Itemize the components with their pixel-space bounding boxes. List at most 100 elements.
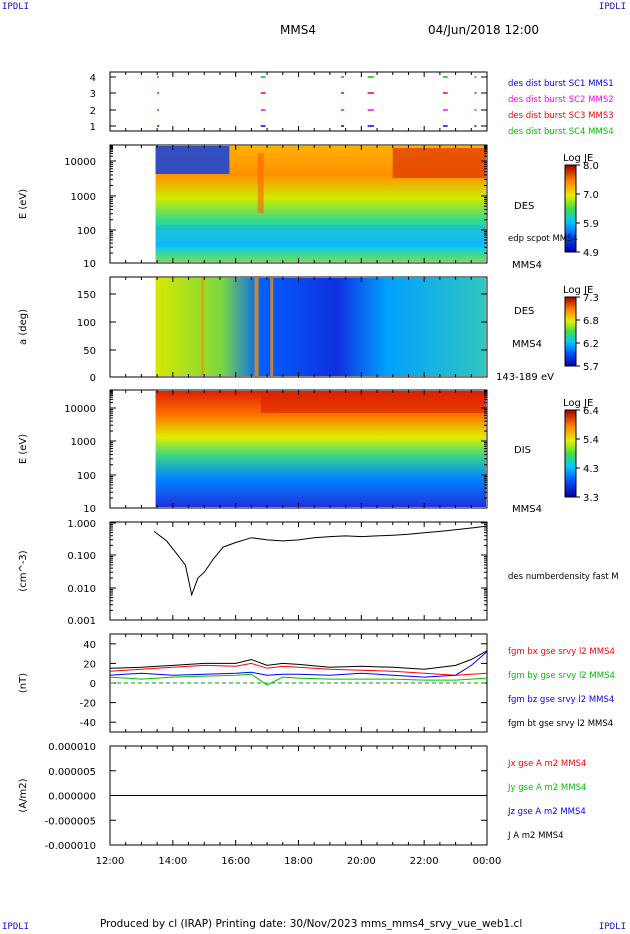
corner-label-br: IPDLI [598, 922, 626, 932]
xaxis-tick-label: 16:00 [221, 856, 250, 867]
des-pitch-ytick-label: 50 [83, 346, 96, 357]
burst-frame [109, 71, 488, 132]
fgm-ytick-label: -40 [80, 718, 96, 729]
burst-legend-4: des dist burst SC4 MMS4 [508, 127, 614, 137]
des-energy-lowflux [155, 146, 230, 174]
current-legend-1: Jx gse A m2 MMS4 [507, 759, 586, 769]
burst-ytick-label: 1 [90, 122, 96, 133]
xaxis-tick-label: 00:00 [473, 856, 502, 867]
fgm-legend-1: fgm bx gse srvy l2 MMS4 [508, 647, 615, 657]
des-pitch-ytick-label: 0 [90, 373, 96, 384]
des-energy-colorbar-title: Log JE [563, 153, 593, 164]
fgm-ytick-label: 20 [83, 659, 96, 670]
des-pitch-colorbar-label: 6.2 [583, 339, 599, 350]
dis-energy-colorbar-title: Log JE [563, 398, 593, 409]
burst-ytick-label: 4 [90, 73, 96, 84]
density-ytick-label: 0.010 [67, 584, 96, 595]
des-energy-side-2: edp scpot MMS4 [508, 234, 578, 244]
des-energy-hot [392, 148, 486, 178]
des-pitch-ylabel: a (deg) [18, 309, 29, 345]
des-energy-side-1: DES [514, 201, 534, 212]
des-energy-ylabel: E (eV) [18, 189, 29, 219]
des-energy-ytick-label: 10000 [64, 157, 96, 168]
fgm-line-by [109, 673, 488, 686]
fgm-legend-4: fgm bt gse srvy l2 MMS4 [508, 719, 613, 729]
dis-energy-hot [260, 391, 486, 413]
burst-ytick-label: 2 [90, 106, 96, 117]
dis-energy-ytick-label: 100 [77, 471, 96, 482]
density-ytick-label: 0.100 [67, 551, 96, 562]
des-pitch-heatmap [155, 278, 486, 376]
des-pitch-colorbar-label: 5.7 [583, 362, 599, 373]
des-pitch-colorbar [564, 296, 577, 367]
density-line [153, 525, 488, 597]
density-legend: des numberdensity fast M [508, 572, 619, 582]
des-energy-colorbar-label: 8.0 [583, 161, 599, 172]
des-energy-ytick-label: 10 [83, 259, 96, 270]
fgm-ytick-label: -20 [80, 699, 96, 710]
current-ytick-label: 0.000010 [48, 742, 96, 753]
fgm-ytick-label: 0 [90, 679, 96, 690]
dis-energy-ytick-label: 10000 [64, 404, 96, 415]
des-energy-side-3: MMS4 [512, 260, 542, 271]
dis-energy-colorbar [564, 409, 577, 498]
density-ytick-label: 0.001 [67, 616, 96, 627]
corner-label-bl: IPDLI [2, 922, 30, 932]
xaxis-tick-label: 14:00 [158, 856, 187, 867]
des-pitch-stripe [201, 278, 205, 376]
fgm-line-bz [109, 651, 488, 678]
fgm-line-bx [109, 662, 488, 676]
current-ytick-label: 0.000005 [48, 767, 96, 778]
des-energy-colorbar-label: 4.9 [583, 248, 599, 259]
density-ytick-label: 1.000 [67, 519, 96, 530]
current-ytick-label: 0.000000 [48, 792, 96, 803]
des-energy-feature [257, 153, 264, 213]
burst-legend-3: des dist burst SC3 MMS3 [508, 111, 614, 121]
des-pitch-side-1: DES [514, 306, 534, 317]
des-pitch-ytick-label: 100 [77, 318, 96, 329]
des-energy-colorbar [564, 164, 577, 253]
fgm-ytick-label: 40 [83, 640, 96, 651]
burst-legend-1: des dist burst SC1 MMS1 [508, 79, 614, 89]
dis-energy-ytick-label: 10 [83, 504, 96, 515]
current-legend-2: Jy gse A m2 MMS4 [507, 783, 586, 793]
dis-energy-side-2: MMS4 [512, 504, 542, 515]
plot-datetime: 04/Jun/2018 12:00 [428, 23, 540, 37]
current-ytick-label: -0.000005 [45, 816, 96, 827]
dis-energy-colorbar-label: 4.3 [583, 464, 599, 475]
dis-energy-colorbar-label: 5.4 [583, 435, 599, 446]
des-energy-colorbar-label: 5.9 [583, 219, 599, 230]
des-energy-ytick-label: 100 [77, 226, 96, 237]
fgm-legend-2: fgm by gse srvy l2 MMS4 [508, 671, 615, 681]
dis-energy-ylabel: E (eV) [18, 434, 29, 464]
des-energy-ytick-label: 1000 [71, 192, 96, 203]
current-legend-4: J A m2 MMS4 [507, 831, 564, 841]
des-pitch-colorbar-label: 7.3 [583, 293, 599, 304]
xaxis-tick-label: 22:00 [410, 856, 439, 867]
density-ylabel: (cm^-3) [18, 550, 29, 591]
dis-energy-colorbar-label: 3.3 [583, 493, 599, 504]
des-pitch-stripe [270, 278, 274, 376]
corner-label-tr: IPDLI [598, 2, 626, 12]
corner-label-tl: IPDLI [2, 2, 30, 12]
fgm-line-bt [109, 650, 488, 670]
des-pitch-side-2: MMS4 [512, 339, 542, 350]
xaxis-tick-label: 18:00 [284, 856, 313, 867]
des-energy-colorbar-label: 7.0 [583, 190, 599, 201]
des-pitch-colorbar-label: 6.8 [583, 316, 599, 327]
current-ylabel: (A/m2) [18, 778, 29, 812]
dis-energy-colorbar-label: 6.4 [583, 406, 599, 417]
footer-text: Produced by cl (IRAP) Printing date: 30/… [100, 918, 523, 930]
xaxis-tick-label: 12:00 [96, 856, 125, 867]
des-pitch-ytick-label: 150 [77, 290, 96, 301]
current-legend-3: Jz gse A m2 MMS4 [507, 807, 586, 817]
density-frame [109, 521, 488, 621]
des-pitch-side-3: 143-189 eV [496, 372, 554, 383]
des-pitch-colorbar-title: Log JE [563, 285, 593, 296]
des-pitch-stripe [254, 278, 259, 376]
dis-energy-ytick-label: 1000 [71, 437, 96, 448]
xaxis-tick-label: 20:00 [347, 856, 376, 867]
burst-legend-2: des dist burst SC2 MMS2 [508, 95, 614, 105]
des-energy-band [155, 225, 486, 247]
